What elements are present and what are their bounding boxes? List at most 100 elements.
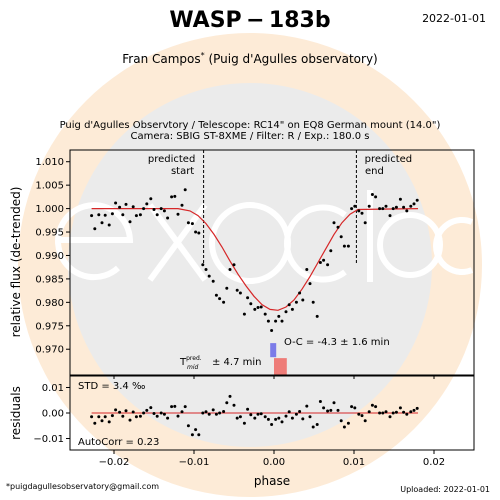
flux-point xyxy=(381,207,385,211)
residual-point xyxy=(388,415,392,419)
residual-y-tick-label: 0.01 xyxy=(42,383,64,394)
residual-point xyxy=(131,410,135,414)
residual-point xyxy=(374,405,378,409)
watermark-disc xyxy=(68,83,432,447)
flux-point xyxy=(405,209,409,213)
watermark-letter-4 xyxy=(284,204,347,283)
residual-point xyxy=(246,407,250,411)
flux-point xyxy=(93,227,97,231)
y-tick-label: 0.980 xyxy=(35,298,64,309)
residual-point xyxy=(346,421,350,425)
residual-point xyxy=(183,405,187,409)
flux-point xyxy=(194,230,198,234)
flux-point xyxy=(249,302,253,306)
residual-point xyxy=(277,416,281,420)
flux-point xyxy=(173,194,177,198)
oc-text: O-C = -4.3 ± 1.6 min xyxy=(284,337,390,348)
residual-point xyxy=(294,412,298,416)
flux-point xyxy=(388,214,392,218)
residual-point xyxy=(242,421,246,425)
residual-point xyxy=(329,408,333,412)
flux-point xyxy=(360,211,364,215)
residual-point xyxy=(256,412,260,416)
residual-point xyxy=(412,408,416,412)
flux-point xyxy=(235,288,239,292)
residual-point xyxy=(311,425,315,429)
predicted-start-label-line1: predicted xyxy=(148,154,195,165)
residual-point xyxy=(114,408,118,412)
flux-point xyxy=(145,202,149,206)
y-tick-label: 0.990 xyxy=(35,251,64,262)
residual-point xyxy=(357,412,361,416)
flux-point xyxy=(391,207,395,211)
flux-point xyxy=(197,231,201,235)
flux-point xyxy=(149,197,153,201)
flux-point xyxy=(201,263,205,267)
flux-point xyxy=(246,296,250,300)
lightcurve-frame xyxy=(69,149,475,376)
residual-point xyxy=(173,404,177,408)
residual-point xyxy=(90,415,94,419)
flux-point xyxy=(367,204,371,208)
residual-point xyxy=(176,414,180,418)
residual-point xyxy=(318,400,322,403)
residual-point xyxy=(128,418,132,422)
flux-point xyxy=(266,319,270,323)
residual-point xyxy=(381,411,385,415)
flux-point xyxy=(97,213,101,217)
flux-point xyxy=(118,205,122,209)
flux-point xyxy=(270,329,274,332)
flux-point xyxy=(110,212,114,216)
observation-date: 2022-01-01 xyxy=(422,12,486,25)
flux-point xyxy=(114,201,118,205)
flux-point xyxy=(100,221,104,225)
residual-point xyxy=(138,414,142,418)
observer-line: Fran Campos* (Puig d'Agulles observatory… xyxy=(0,51,500,66)
residual-point xyxy=(145,408,149,412)
residual-point xyxy=(280,420,284,424)
residual-point xyxy=(134,415,138,419)
flux-point xyxy=(298,291,302,295)
flux-point xyxy=(207,274,211,278)
residual-point xyxy=(332,401,336,405)
setup-line-telescope: Puig d'Agulles Observtory / Telescope: R… xyxy=(59,120,441,131)
flux-point xyxy=(329,249,333,253)
oc-bar xyxy=(270,343,277,358)
residual-point xyxy=(159,411,163,415)
y-tick-label: 1.005 xyxy=(35,181,64,192)
flux-point xyxy=(186,221,190,225)
residual-y-tick-label: 0.00 xyxy=(42,409,64,420)
flux-point xyxy=(374,195,378,199)
flux-point xyxy=(398,197,402,201)
flux-point xyxy=(409,204,413,208)
residual-point xyxy=(218,411,222,415)
flux-point xyxy=(318,261,322,264)
residual-point xyxy=(194,428,198,432)
flux-point xyxy=(214,293,218,297)
residual-point xyxy=(204,410,208,414)
residual-point xyxy=(370,403,374,407)
residual-point xyxy=(353,406,357,410)
tmid-uncertainty: ± 4.7 min xyxy=(212,357,262,368)
residual-point xyxy=(121,414,125,418)
predicted-end-label-line2: end xyxy=(365,166,384,177)
residual-point xyxy=(180,410,184,414)
flux-point xyxy=(222,300,226,304)
residual-point xyxy=(162,412,166,416)
flux-point xyxy=(103,213,107,217)
flux-point xyxy=(308,282,312,286)
residual-point xyxy=(263,415,267,419)
watermark-letters xyxy=(55,190,474,284)
flux-point xyxy=(170,195,174,199)
y-tick-label: 1.010 xyxy=(35,157,64,168)
residual-point xyxy=(259,412,263,416)
residual-point xyxy=(166,416,170,420)
residual-point xyxy=(409,410,413,414)
setup-line-camera: Camera: SBIG ST-8XME / Filter: R / Exp.:… xyxy=(130,131,370,142)
x-tick-label: 0.00 xyxy=(263,457,285,468)
flux-point xyxy=(280,319,284,323)
residual-point xyxy=(228,394,232,398)
residual-point xyxy=(305,404,309,408)
flux-point xyxy=(155,213,159,217)
